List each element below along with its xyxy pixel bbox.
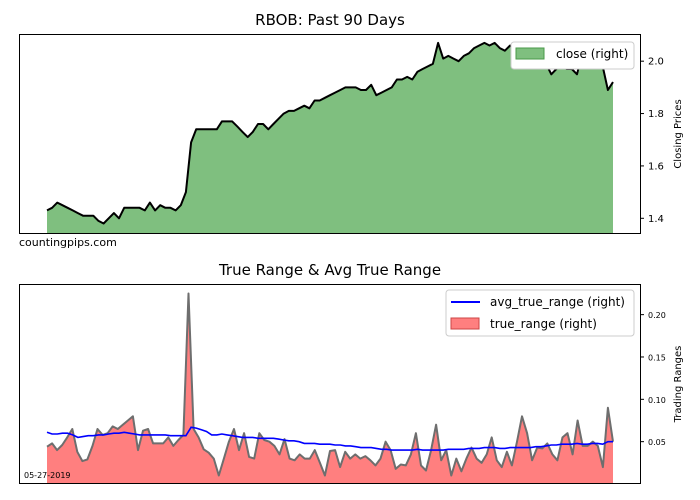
price-chart-yticks: 1.4 1.6 1.8 2.0 — [640, 57, 664, 225]
tr-legend-label: true_range (right) — [490, 317, 597, 331]
range-chart-legend: avg_true_range (right) true_range (right… — [445, 289, 635, 337]
price-chart: RBOB: Past 90 Days 1.4 1.6 1.8 2.0 Closing … — [19, 11, 684, 235]
range-chart-title: True Range & Avg True Range — [218, 261, 441, 279]
price-chart-ytick-label: 1.8 — [648, 109, 664, 120]
price-chart-legend: close (right) — [510, 41, 635, 70]
close-area-fill — [47, 42, 613, 235]
tr-legend-swatch — [450, 317, 480, 330]
price-chart-frame — [19, 34, 641, 234]
date-label: 05-27-2019 — [24, 471, 71, 480]
price-chart-ytick-label: 2.0 — [648, 57, 664, 68]
range-chart-frame — [19, 284, 641, 484]
range-chart-ytick-label: 0.20 — [648, 311, 666, 320]
price-chart-ytick-label: 1.6 — [648, 161, 664, 172]
range-chart-ylabel: Trading Ranges — [673, 346, 684, 424]
close-legend-label: close (right) — [556, 47, 628, 61]
price-chart-title: RBOB: Past 90 Days — [255, 11, 405, 29]
watermark: countingpips.com — [19, 236, 117, 249]
price-chart-ytick-label: 1.4 — [648, 214, 664, 225]
true-range-area-fill — [47, 293, 613, 484]
close-legend-swatch — [515, 47, 545, 60]
range-chart-ytick-label: 0.10 — [648, 396, 666, 405]
range-chart-ytick-label: 0.05 — [648, 438, 666, 447]
true-range-line — [46, 292, 614, 477]
range-legend-box — [445, 289, 635, 337]
range-chart-ytick-label: 0.15 — [648, 353, 666, 362]
range-chart-yticks: 0.05 0.10 0.15 0.20 — [640, 311, 666, 447]
atr-legend-label: avg_true_range (right) — [490, 295, 625, 309]
range-chart: True Range & Avg True Range 0.05 0.10 0.15… — [19, 261, 684, 484]
price-chart-ylabel: Closing Prices — [673, 99, 684, 168]
avg-true-range-line — [46, 426, 613, 451]
